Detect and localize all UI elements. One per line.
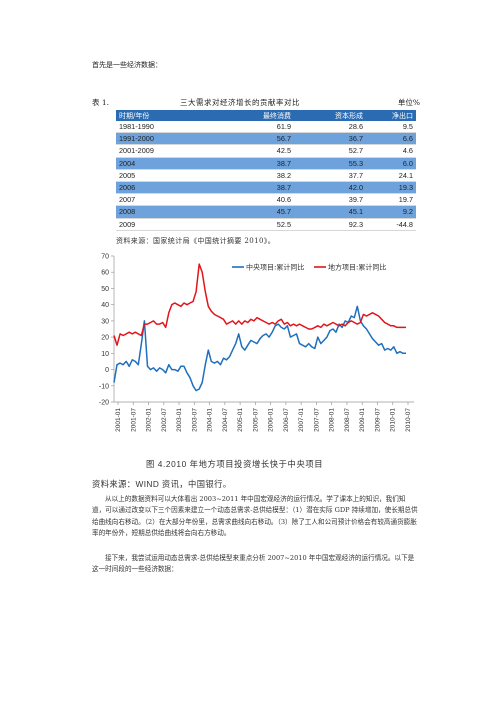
paragraph-2: 接下来，我尝试运用动态总需求-总供给模型来重点分析 2007~2010 年中国宏… [92, 554, 415, 574]
y-tick-label: 0 [105, 367, 109, 374]
y-tick-label: 50 [101, 286, 109, 293]
cell-net-export: 6.0 [366, 157, 416, 170]
cell-consumption: 45.7 [214, 205, 294, 219]
cell-period: 1981-1990 [116, 121, 214, 134]
x-tick-label: 2008-01 [329, 408, 336, 432]
x-tick-label: 2007-01 [298, 408, 305, 432]
cell-net-export: 9.5 [366, 121, 416, 134]
x-tick-label: 2005-01 [237, 408, 244, 432]
x-tick-label: 2001-07 [130, 408, 137, 432]
table-row: 2007 40.6 39.7 19.7 [116, 193, 416, 207]
y-tick-label: 20 [101, 335, 109, 342]
table-row: 2009 52.5 92.3 -44.8 [116, 218, 416, 231]
table-body: 1981-1990 61.9 28.6 9.5 1991-2000 56.7 36.7 6.6… [116, 121, 416, 231]
table-unit: 单位% [397, 98, 420, 107]
table-row: 1991-2000 56.7 36.7 6.6 [116, 132, 416, 146]
x-tick-label: 2006-07 [283, 408, 290, 432]
cell-net-export: 6.6 [366, 132, 416, 146]
x-tick-label: 2009-07 [374, 408, 381, 432]
y-tick-label: 10 [101, 351, 109, 358]
cell-consumption: 52.5 [214, 218, 294, 231]
table-row: 2001-2009 42.5 52.7 4.6 [116, 144, 416, 158]
cell-period: 2007 [116, 193, 214, 207]
x-tick-label: 2002-07 [161, 408, 168, 432]
cell-capital: 92.3 [294, 218, 366, 231]
cell-net-export: 19.3 [366, 181, 416, 195]
x-tick-label: 2004-01 [207, 408, 214, 432]
table-row: 2006 38.7 42.0 19.3 [116, 181, 416, 195]
cell-net-export: -44.8 [366, 218, 416, 231]
central-series-line [113, 305, 406, 392]
header-period: 时期/年份 [116, 110, 214, 121]
cell-period: 2005 [116, 169, 214, 182]
table-header-row: 时期/年份 最终消费 资本形成 净出口 [116, 110, 416, 121]
figure-caption: 图 4.2010 年地方项目投资增长快于中央项目 [146, 459, 324, 469]
x-tick-label: 2003-01 [176, 408, 183, 432]
x-tick-label: 2002-01 [146, 408, 153, 432]
local-series-line [113, 263, 406, 346]
cell-capital: 42.0 [294, 181, 366, 195]
cell-period: 1991-2000 [116, 132, 214, 146]
cell-consumption: 40.6 [214, 193, 294, 207]
cell-capital: 39.7 [294, 193, 366, 207]
header-capital: 资本形成 [294, 110, 366, 121]
cell-net-export: 19.7 [366, 193, 416, 207]
x-tick-label: 2007-07 [313, 408, 320, 432]
cell-capital: 37.7 [294, 169, 366, 182]
y-tick-label: 60 [101, 270, 109, 277]
cell-period: 2009 [116, 218, 214, 231]
y-tick-label: -10 [99, 383, 109, 390]
cell-consumption: 38.7 [214, 157, 294, 170]
x-tick-label: 2009-01 [359, 408, 366, 432]
y-tick-label: -20 [99, 400, 109, 407]
x-tick-label: 2001-01 [115, 408, 122, 432]
investment-growth-chart: -20 -10 0 10 20 30 40 50 60 70 2001-01 2001-07 2002-… [92, 250, 422, 445]
x-tick-label: 2006-01 [268, 408, 275, 432]
cell-consumption: 61.9 [214, 121, 294, 134]
header-consumption: 最终消费 [214, 110, 294, 121]
x-tick-label: 2003-07 [191, 408, 198, 432]
cell-period: 2008 [116, 205, 214, 219]
table-source: 资料来源：国家统计局《中国统计摘要 2010》。 [116, 237, 276, 245]
cell-capital: 45.1 [294, 205, 366, 219]
cell-capital: 52.7 [294, 144, 366, 158]
table-row: 2005 38.2 37.7 24.1 [116, 169, 416, 182]
header-net-export: 净出口 [366, 110, 416, 121]
cell-net-export: 9.2 [366, 205, 416, 219]
cell-capital: 36.7 [294, 132, 366, 146]
table-number: 表 1. [92, 98, 110, 107]
cell-net-export: 24.1 [366, 169, 416, 182]
cell-net-export: 4.6 [366, 144, 416, 158]
y-tick-label: 40 [101, 302, 109, 309]
cell-capital: 28.6 [294, 121, 366, 134]
cell-consumption: 38.2 [214, 169, 294, 182]
intro-text: 首先是一些经济数据： [92, 61, 162, 69]
cell-consumption: 42.5 [214, 144, 294, 158]
paragraph-1: 从以上的数据资料可以大体看出 2003~2011 年中国宏观经济的运行情况。学了… [92, 495, 418, 537]
figure-source: 资料来源：WIND 资讯，中国银行。 [92, 479, 232, 489]
y-tick-label: 30 [101, 318, 109, 325]
x-tick-label: 2004-07 [222, 408, 229, 432]
table-row: 1981-1990 61.9 28.6 9.5 [116, 121, 416, 134]
x-tick-label: 2005-07 [252, 408, 259, 432]
cell-period: 2001-2009 [116, 144, 214, 158]
table-row: 2008 45.7 45.1 9.2 [116, 205, 416, 219]
table-row: 2004 38.7 55.3 6.0 [116, 157, 416, 170]
cell-consumption: 56.7 [214, 132, 294, 146]
cell-period: 2004 [116, 157, 214, 170]
x-tick-label: 2010-01 [390, 408, 397, 432]
y-tick-label: 70 [101, 254, 109, 261]
legend-label: 中央项目:累计同比 [246, 263, 304, 272]
cell-consumption: 38.7 [214, 181, 294, 195]
x-tick-label: 2010-07 [405, 408, 412, 432]
x-tick-label: 2008-07 [344, 408, 351, 432]
demand-contribution-table: 时期/年份 最终消费 资本形成 净出口 1981-1990 61.9 28.6 9.5… [116, 110, 416, 231]
table-title: 三大需求对经济增长的贡献率对比 [180, 98, 300, 107]
cell-period: 2006 [116, 181, 214, 195]
legend-label: 地方项目:累计同比 [328, 263, 386, 272]
cell-capital: 55.3 [294, 157, 366, 170]
chart-svg: -20 -10 0 10 20 30 40 50 60 70 2001-01 2001-07 2002-… [99, 254, 414, 432]
